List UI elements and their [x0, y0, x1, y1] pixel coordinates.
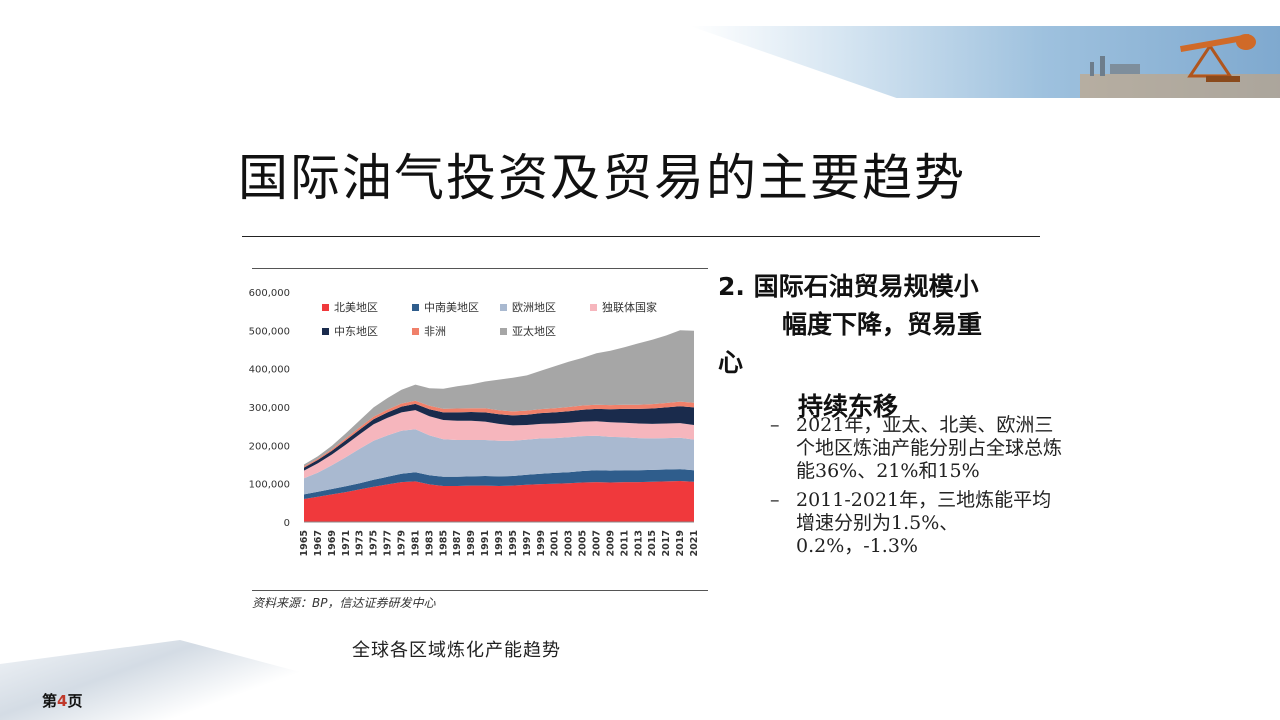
- legend-swatch: [590, 304, 597, 311]
- x-tick-label: 1969: [327, 530, 338, 556]
- heading-line-2: 幅度下降，贸易重: [782, 310, 983, 339]
- x-tick-label: 2011: [619, 530, 630, 556]
- y-tick-label: 100,000: [249, 480, 290, 491]
- x-tick-label: 1995: [508, 530, 519, 556]
- x-tick-label: 2019: [675, 530, 686, 556]
- x-tick-label: 1967: [313, 530, 324, 556]
- x-tick-label: 1997: [522, 530, 533, 556]
- y-tick-label: 500,000: [249, 326, 290, 337]
- slide-title: 国际油气投资及贸易的主要趋势: [238, 149, 966, 207]
- y-tick-label: 0: [284, 518, 290, 529]
- section-heading: 2. 国际石油贸易规模小 幅度下降，贸易重 心 持续东移: [718, 268, 1078, 426]
- legend-label: 亚太地区: [512, 325, 556, 338]
- chart-bottom-rule: [252, 590, 708, 591]
- x-tick-label: 2005: [578, 530, 589, 556]
- chart-caption: 全球各区域炼化产能趋势: [352, 640, 561, 661]
- x-axis: 1965 1967 1969 1971 1973 1975 1977 1979 1981 1983…: [299, 530, 700, 556]
- x-tick-label: 1971: [341, 530, 352, 556]
- bullet-list: – 2021年，亚太、北美、欧洲三个地区炼油产能分别占全球总炼能36%、21%和…: [770, 414, 1070, 564]
- x-tick-label: 1991: [480, 530, 491, 556]
- legend-swatch: [500, 328, 507, 335]
- oil-pump-icon: [1080, 33, 1280, 98]
- heading-line-1: 2. 国际石油贸易规模小: [718, 272, 979, 301]
- x-tick-label: 2013: [633, 530, 644, 556]
- x-tick-label: 1985: [438, 530, 449, 556]
- x-tick-label: 1975: [369, 530, 380, 556]
- legend-label: 中南美地区: [424, 301, 479, 314]
- area-series: [304, 403, 694, 471]
- y-tick-label: 200,000: [249, 441, 290, 452]
- bullet-item: – 2011-2021年，三地炼能平均增速分别为1.5%、0.2%，-1.3%: [770, 489, 1070, 558]
- x-tick-label: 1993: [494, 530, 505, 556]
- refining-capacity-chart: 0 100,000 200,000 300,000 400,000 500,000 600,…: [249, 288, 700, 556]
- legend-swatch: [322, 304, 329, 311]
- x-tick-label: 2015: [647, 530, 658, 556]
- x-tick-label: 1989: [466, 530, 477, 556]
- heading-line-3: 心: [718, 348, 744, 377]
- bullet-dash: –: [770, 489, 780, 511]
- header-banner-image: [690, 26, 1280, 98]
- chart-top-rule: [252, 268, 708, 269]
- legend-swatch: [500, 304, 507, 311]
- x-tick-label: 2007: [592, 530, 603, 556]
- legend-label: 欧洲地区: [512, 301, 556, 314]
- heading-line-4: 持续东移: [798, 392, 899, 421]
- y-tick-label: 600,000: [249, 288, 290, 299]
- page-prefix: 第: [42, 692, 58, 710]
- x-tick-label: 2001: [550, 530, 561, 556]
- page-suffix: 页: [67, 692, 83, 710]
- legend-swatch: [412, 304, 419, 311]
- area-series: [304, 429, 694, 495]
- x-tick-label: 1983: [424, 530, 435, 556]
- x-tick-label: 2021: [689, 530, 700, 556]
- page-number-value: 4: [57, 692, 68, 710]
- area-series: [304, 481, 694, 522]
- bullet-text: 2011-2021年，三地炼能平均增速分别为1.5%、0.2%，-1.3%: [796, 489, 1052, 557]
- legend-swatch: [412, 328, 419, 335]
- x-tick-label: 1977: [383, 530, 394, 556]
- bullet-text: 2021年，亚太、北美、欧洲三个地区炼油产能分别占全球总炼能36%、21%和15…: [796, 414, 1063, 482]
- bullet-dash: –: [770, 414, 780, 436]
- legend-label: 非洲: [424, 325, 446, 338]
- x-tick-label: 1973: [355, 530, 366, 556]
- page-number: 第4页: [42, 690, 82, 711]
- legend-swatch: [322, 328, 329, 335]
- chart-areas: [304, 330, 694, 522]
- x-tick-label: 2003: [564, 530, 575, 556]
- legend-label: 独联体国家: [602, 300, 657, 314]
- x-tick-label: 1979: [397, 530, 408, 556]
- bullet-item: – 2021年，亚太、北美、欧洲三个地区炼油产能分别占全球总炼能36%、21%和…: [770, 414, 1070, 483]
- area-series: [304, 410, 694, 479]
- area-series: [304, 330, 694, 467]
- y-tick-label: 400,000: [249, 365, 290, 376]
- x-tick-label: 1987: [452, 530, 463, 556]
- y-axis: 0 100,000 200,000 300,000 400,000 500,000 600,…: [249, 288, 694, 529]
- y-tick-label: 300,000: [249, 403, 290, 414]
- legend-label: 北美地区: [334, 301, 378, 314]
- legend-label: 中东地区: [334, 325, 378, 338]
- x-tick-label: 1999: [536, 530, 547, 556]
- title-divider: [242, 236, 1040, 237]
- x-tick-label: 1981: [410, 530, 421, 556]
- x-tick-label: 2009: [605, 530, 616, 556]
- chart-source: 资料来源：BP，信达证券研发中心: [252, 596, 436, 610]
- x-tick-label: 1965: [299, 530, 310, 556]
- area-series: [304, 400, 694, 468]
- x-tick-label: 2017: [661, 530, 672, 556]
- area-series: [304, 469, 694, 499]
